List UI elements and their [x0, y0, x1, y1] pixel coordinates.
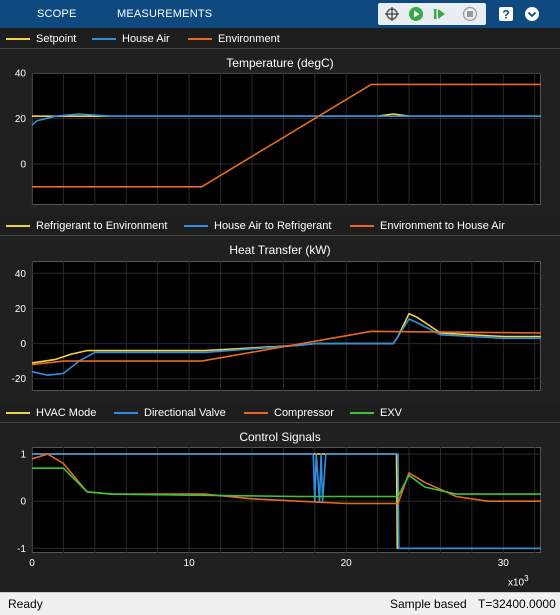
- y-tick-label: 20: [15, 114, 27, 125]
- stop-icon: [462, 6, 478, 22]
- legend-label: Directional Valve: [144, 407, 226, 419]
- x-tick-label: 10: [184, 558, 196, 569]
- legend-swatch: [6, 412, 30, 414]
- legend-swatch: [6, 38, 30, 40]
- legend-control-signals: HVAC Mode Directional Valve Compressor E…: [0, 402, 560, 423]
- help-button[interactable]: ?: [496, 4, 516, 24]
- y-tick-label: 0: [20, 160, 26, 171]
- legend-label: EXV: [380, 407, 403, 419]
- legend-swatch: [244, 412, 268, 414]
- x-tick-label: 0: [29, 558, 35, 569]
- simulation-controls: [378, 3, 486, 25]
- legend-label: House Air: [122, 33, 170, 45]
- y-tick-label: 1: [20, 450, 26, 461]
- legend-item-house-air[interactable]: House Air: [92, 32, 170, 46]
- legend-heat-transfer: Refrigerant to Environment House Air to …: [0, 215, 560, 236]
- series-line-exv: [32, 467, 541, 498]
- legend-swatch: [350, 225, 374, 227]
- tab-scope[interactable]: SCOPE: [37, 8, 77, 20]
- legend-swatch: [188, 38, 212, 40]
- legend-swatch: [92, 38, 116, 40]
- legend-item-directional-valve[interactable]: Directional Valve: [114, 406, 226, 420]
- stop-button[interactable]: [460, 4, 480, 24]
- series-line-refrigerant-to-environment: [31, 312, 541, 364]
- legend-label: HVAC Mode: [36, 407, 97, 419]
- legend-item-hvac-mode[interactable]: HVAC Mode: [6, 406, 96, 420]
- expand-button[interactable]: [522, 4, 542, 24]
- plot-heat-transfer: 40 20 0 -20: [12, 261, 542, 391]
- run-button[interactable]: [406, 4, 426, 24]
- signal-select-button[interactable]: [382, 4, 402, 24]
- legend-label: House Air to Refrigerant: [214, 220, 332, 232]
- svg-text:?: ?: [502, 8, 509, 22]
- legend-item-environment[interactable]: Environment: [188, 32, 280, 46]
- panel-title-control-signals: Control Signals: [239, 430, 321, 444]
- toolstrip: SCOPE MEASUREMENTS ?: [0, 0, 560, 28]
- legend-item-compressor[interactable]: Compressor: [244, 406, 334, 420]
- y-tick-label: -1: [17, 544, 26, 555]
- legend-item-house-air-to-refrigerant[interactable]: House Air to Refrigerant: [184, 219, 331, 233]
- series-line-house-air-to-refrigerant: [31, 318, 541, 376]
- y-tick-label: 0: [20, 497, 26, 508]
- series-line-environment-to-house-air: [31, 330, 542, 366]
- legend-item-refrigerant-to-environment[interactable]: Refrigerant to Environment: [6, 219, 167, 233]
- x-tick-label: 30: [498, 558, 510, 569]
- step-forward-icon: [434, 9, 445, 19]
- status-ready: Ready: [8, 597, 43, 611]
- legend-label: Compressor: [274, 407, 334, 419]
- series-line-environment: [32, 83, 541, 188]
- status-sample-mode: Sample based: [390, 597, 467, 611]
- legend-item-exv[interactable]: EXV: [350, 406, 402, 420]
- legend-label: Setpoint: [36, 33, 77, 45]
- signal-select-icon: [385, 7, 399, 21]
- y-tick-label: 0: [20, 339, 26, 350]
- panel-title-heat-transfer: Heat Transfer (kW): [229, 243, 331, 257]
- series-line-house-air: [31, 113, 541, 126]
- legend-swatch: [114, 412, 138, 414]
- expand-icon: [525, 7, 539, 21]
- legend-swatch: [6, 225, 30, 227]
- step-forward-button[interactable]: [430, 4, 450, 24]
- status-bar: Ready Sample based T=32400.0000: [0, 592, 560, 615]
- help-icon: ?: [499, 7, 513, 22]
- tab-measurements[interactable]: MEASUREMENTS: [117, 8, 213, 20]
- series-line-directional-valve: [32, 453, 541, 550]
- plot-control-signals: 10-10 10 20 30: [17, 447, 541, 569]
- x-axis-exponent: x103: [508, 574, 529, 589]
- y-tick-label: 40: [15, 69, 27, 80]
- legend-swatch: [184, 225, 208, 227]
- panel-title-temperature: Temperature (degC): [226, 56, 334, 70]
- x-tick-label: 20: [341, 558, 353, 569]
- status-time: T=32400.0000: [478, 597, 556, 611]
- legend-label: Environment: [218, 33, 280, 45]
- axes-heat-transfer[interactable]: [32, 261, 541, 391]
- run-icon: [409, 7, 423, 21]
- legend-swatch: [350, 412, 374, 414]
- y-tick-label: 40: [15, 269, 27, 280]
- y-tick-label: 20: [15, 304, 27, 315]
- legend-label: Environment to House Air: [380, 220, 505, 232]
- legend-label: Refrigerant to Environment: [36, 220, 168, 232]
- y-tick-label: -20: [12, 374, 27, 385]
- legend-temperature: Setpoint House Air Environment: [0, 28, 560, 49]
- legend-item-setpoint[interactable]: Setpoint: [6, 32, 76, 46]
- scope-figure: Setpoint House Air Environment Temperatu…: [0, 28, 560, 592]
- plot-temperature: 40 20 0: [15, 69, 541, 205]
- legend-item-environment-to-house-air[interactable]: Environment to House Air: [350, 219, 505, 233]
